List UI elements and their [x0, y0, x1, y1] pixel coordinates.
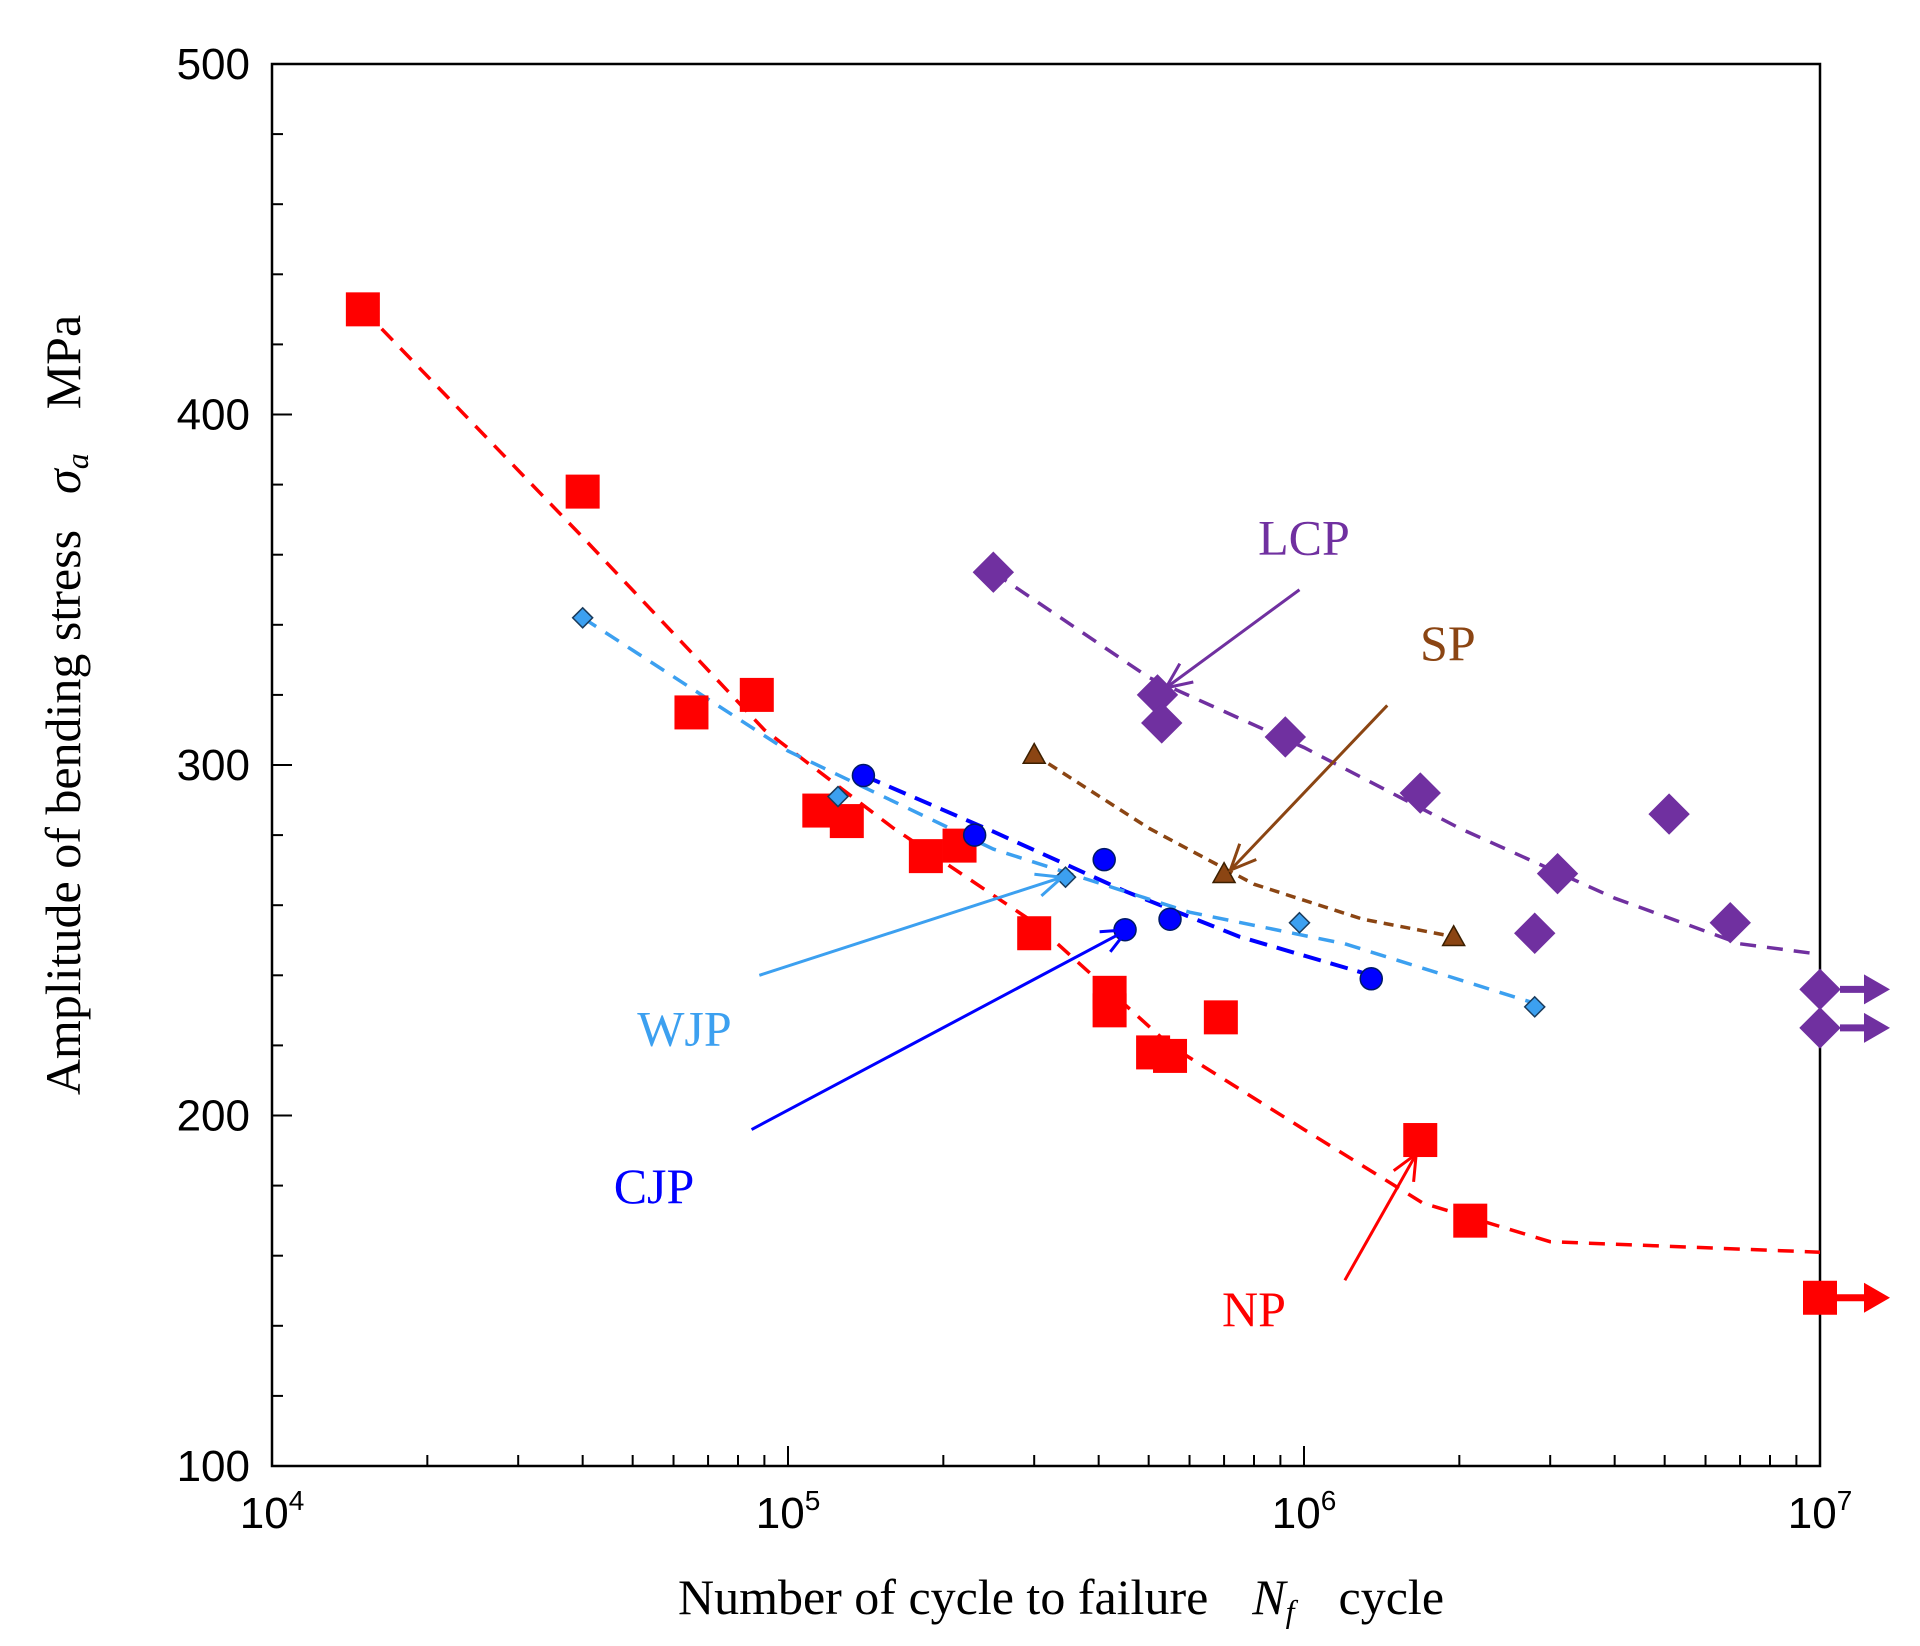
y-tick-label: 200 [177, 1092, 250, 1141]
np-marker [1017, 916, 1052, 951]
sp-marker [1441, 924, 1466, 947]
np-marker [1092, 993, 1127, 1028]
np-annotation-arrowhead [1392, 1150, 1419, 1183]
np-annotation-arrow [1343, 1153, 1418, 1281]
wjp-marker [1523, 995, 1546, 1018]
np-marker [1453, 1203, 1488, 1238]
lcp-trend-line [992, 570, 1821, 957]
np-trend-line [361, 308, 1821, 1254]
np-label: NP [1222, 1281, 1286, 1337]
y-tick-label: 300 [177, 741, 250, 790]
x-axis-title: Number of cycle to failure Nf cycle [678, 1569, 1444, 1629]
y-tick-label: 400 [177, 391, 250, 440]
x-tick-label: 107 [1788, 1485, 1853, 1538]
cjp-annotation-arrow [750, 928, 1129, 1131]
np-marker [345, 292, 380, 327]
x-tick-label: 105 [756, 1485, 821, 1538]
cjp-marker [962, 823, 987, 847]
cjp-label: CJP [614, 1158, 695, 1214]
trend-lines [361, 308, 1821, 1254]
lcp-marker [1536, 852, 1579, 895]
plot-frame [270, 62, 1822, 1468]
x-tick-label: 106 [1272, 1485, 1337, 1538]
lcp-marker [1648, 793, 1690, 835]
wjp-annotation-arrow [758, 875, 1063, 977]
lcp-marker [972, 551, 1015, 593]
lcp-marker [1709, 902, 1751, 944]
lcp-runout-arrow-head [1864, 1012, 1890, 1043]
x-tick-label: 104 [240, 1485, 305, 1538]
np-runout-arrow-head [1864, 1282, 1890, 1313]
cjp-trend-line [862, 773, 1372, 978]
lcp-label: LCP [1258, 510, 1350, 566]
np-marker [1153, 1038, 1188, 1073]
annotations: NP CJP WJP SP LCP [614, 510, 1476, 1337]
data-points [345, 292, 1890, 1315]
y-tick-label: 500 [177, 40, 250, 89]
axes: 100 200 300 400 500 104 105 106 107 Number of cyc… [35, 40, 1852, 1629]
sp-trend-line [1033, 753, 1455, 939]
cjp-marker [1092, 847, 1116, 872]
y-tick-label: 100 [177, 1442, 250, 1491]
wjp-marker [826, 785, 850, 808]
lcp-runout-arrow-head [1864, 974, 1890, 1005]
sp-annotation-arrow [1229, 704, 1389, 872]
np-marker [908, 839, 943, 874]
wjp-trend-line [581, 616, 1536, 1005]
lcp-marker [1799, 1007, 1841, 1049]
sp-label: SP [1420, 615, 1476, 671]
lcp-annotation-arrow [1165, 588, 1301, 690]
lcp-marker [1264, 716, 1307, 758]
cjp-marker [1158, 907, 1182, 931]
sp-marker [1021, 741, 1047, 765]
np-marker [739, 677, 774, 712]
wjp-annotation-arrowhead [1034, 872, 1066, 898]
wjp-marker [571, 606, 594, 629]
cjp-marker [851, 763, 876, 788]
np-marker [1403, 1123, 1438, 1158]
lcp-marker [1514, 912, 1556, 954]
sp-marker [1211, 861, 1237, 884]
lcp-annotation-arrowhead [1162, 662, 1194, 691]
wjp-marker [1288, 911, 1311, 934]
cjp-annotation-arrowhead [1099, 927, 1131, 953]
wjp-marker [1054, 866, 1077, 889]
sp-annotation-arrowhead [1227, 843, 1257, 873]
wjp-label: WJP [637, 1000, 731, 1056]
np-marker [829, 804, 864, 839]
np-marker [674, 695, 709, 730]
np-marker [1803, 1280, 1837, 1315]
lcp-marker [1141, 702, 1183, 744]
np-marker [565, 474, 600, 509]
y-axis-title: Amplitude of bending stressσaMPa [35, 315, 95, 1095]
lcp-marker [1799, 968, 1841, 1011]
np-marker [1203, 1000, 1238, 1035]
cjp-marker [1359, 967, 1384, 991]
lcp-marker [1399, 772, 1441, 814]
